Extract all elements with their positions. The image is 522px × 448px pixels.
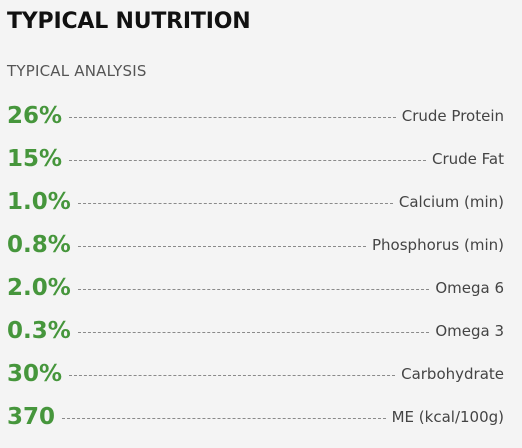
section-title: TYPICAL NUTRITION	[7, 9, 251, 34]
analysis-label: Crude Fat	[432, 149, 504, 168]
analysis-label: Carbohydrate	[401, 364, 504, 383]
analysis-label: Crude Protein	[401, 106, 504, 125]
analysis-value: 15%	[7, 145, 63, 172]
dotted-leader	[69, 375, 396, 376]
dotted-leader	[77, 246, 366, 247]
analysis-row-crude-fat: 15% Crude Fat	[7, 137, 504, 180]
analysis-label: Phosphorus (min)	[372, 235, 504, 254]
dotted-leader	[77, 203, 393, 204]
analysis-list: 26% Crude Protein 15% Crude Fat 1.0% Cal…	[7, 94, 504, 438]
analysis-value: 1.0%	[7, 188, 71, 215]
analysis-value: 30%	[7, 360, 63, 387]
analysis-value: 0.8%	[7, 231, 71, 258]
dotted-leader	[77, 332, 430, 333]
analysis-label: ME (kcal/100g)	[391, 407, 504, 426]
analysis-row-phosphorus: 0.8% Phosphorus (min)	[7, 223, 504, 266]
dotted-leader	[77, 289, 430, 290]
analysis-label: Omega 3	[435, 321, 504, 340]
analysis-row-calcium: 1.0% Calcium (min)	[7, 180, 504, 223]
dotted-leader	[62, 418, 386, 419]
analysis-value: 370	[7, 403, 56, 430]
analysis-value: 26%	[7, 102, 63, 129]
analysis-row-crude-protein: 26% Crude Protein	[7, 94, 504, 137]
analysis-row-omega-6: 2.0% Omega 6	[7, 266, 504, 309]
analysis-label: Omega 6	[435, 278, 504, 297]
analysis-subtitle: TYPICAL ANALYSIS	[7, 62, 147, 80]
dotted-leader	[69, 117, 396, 118]
analysis-row-omega-3: 0.3% Omega 3	[7, 309, 504, 352]
analysis-value: 0.3%	[7, 317, 71, 344]
analysis-value: 2.0%	[7, 274, 71, 301]
analysis-row-me: 370 ME (kcal/100g)	[7, 395, 504, 438]
analysis-label: Calcium (min)	[398, 192, 504, 211]
analysis-row-carbohydrate: 30% Carbohydrate	[7, 352, 504, 395]
dotted-leader	[69, 160, 426, 161]
